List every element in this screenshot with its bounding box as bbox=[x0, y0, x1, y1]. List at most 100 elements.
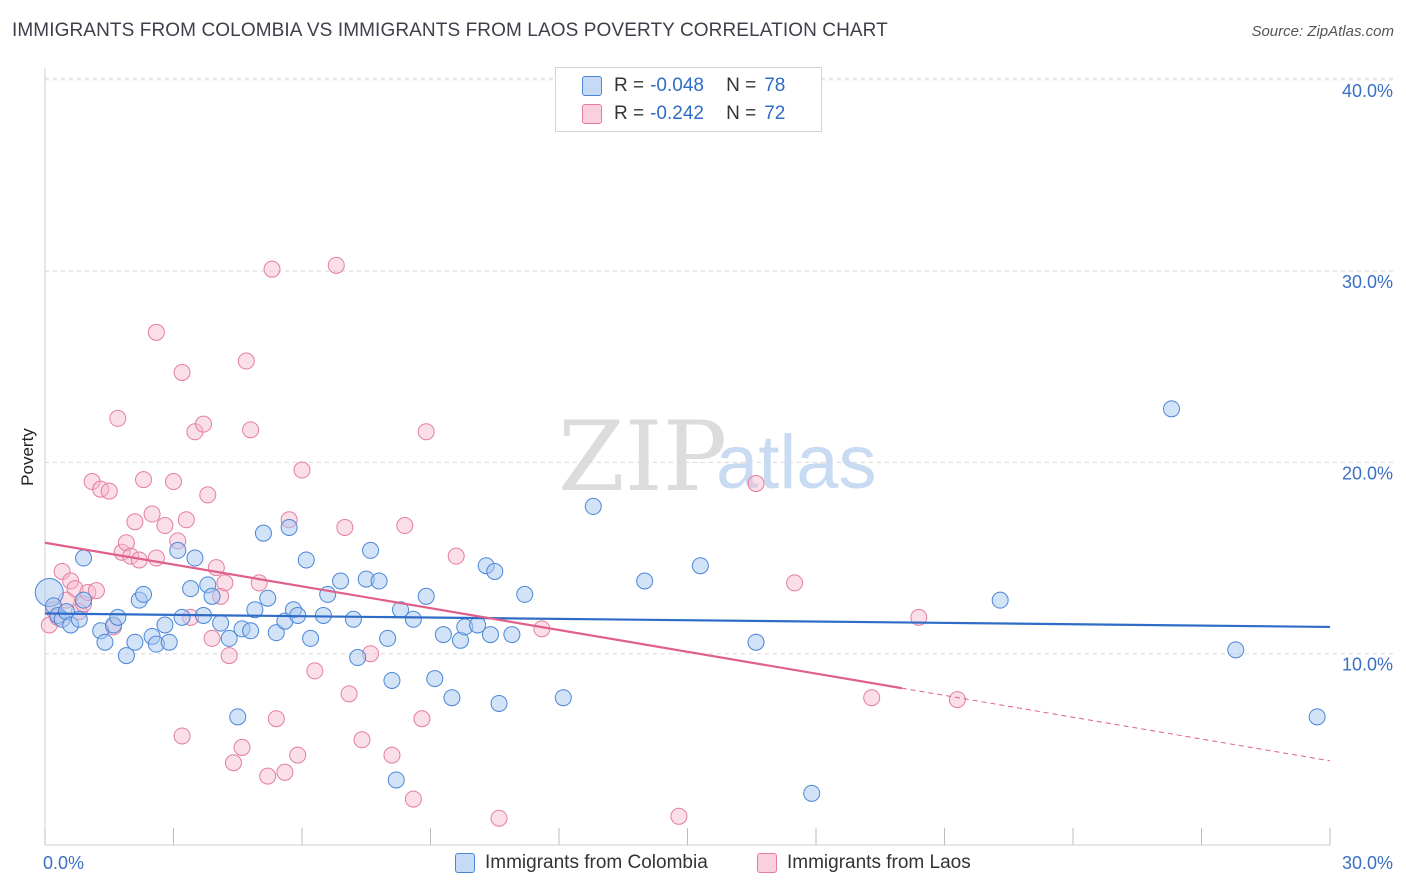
laos-point bbox=[199, 486, 217, 504]
colombia-point bbox=[1163, 400, 1181, 418]
colombia-point bbox=[636, 572, 654, 590]
laos-point bbox=[173, 727, 191, 745]
colombia-point bbox=[156, 616, 174, 634]
colombia-point bbox=[481, 626, 499, 644]
legend-row-laos: R = -0.242 N = 72 bbox=[582, 100, 785, 128]
laos-n-value: 72 bbox=[764, 103, 786, 124]
laos-point bbox=[242, 421, 260, 439]
colombia-point bbox=[220, 629, 238, 647]
colombia-point bbox=[302, 629, 320, 647]
colombia-point bbox=[203, 587, 221, 605]
laos-point bbox=[948, 691, 966, 709]
x-tick-label: 30.0% bbox=[1342, 853, 1393, 873]
colombia-point bbox=[486, 562, 504, 580]
colombia-point bbox=[182, 580, 200, 598]
laos-swatch bbox=[757, 853, 777, 873]
colombia-point bbox=[75, 591, 93, 609]
colombia-point bbox=[404, 610, 422, 628]
laos-point bbox=[203, 629, 221, 647]
laos-point bbox=[910, 608, 928, 626]
laos-point bbox=[177, 511, 195, 529]
colombia-point bbox=[991, 591, 1009, 609]
r-label: R = bbox=[614, 103, 645, 124]
axes bbox=[44, 68, 1331, 846]
colombia-point bbox=[344, 610, 362, 628]
legend-item-laos[interactable]: Immigrants from Laos bbox=[757, 852, 971, 874]
colombia-point bbox=[370, 572, 388, 590]
colombia-point bbox=[803, 784, 821, 802]
colombia-point bbox=[691, 557, 709, 575]
laos-point bbox=[87, 582, 105, 600]
laos-point bbox=[747, 474, 765, 492]
source-label: Source: ZipAtlas.com bbox=[1251, 23, 1394, 40]
colombia-point bbox=[387, 771, 405, 789]
colombia-trend-line bbox=[44, 612, 1331, 629]
r-label: R = bbox=[614, 75, 645, 96]
laos-point bbox=[293, 461, 311, 479]
laos-point bbox=[109, 409, 127, 427]
colombia-point bbox=[126, 633, 144, 651]
colombia-point bbox=[747, 633, 765, 651]
laos-points bbox=[40, 256, 966, 827]
colombia-swatch bbox=[455, 853, 475, 873]
laos-point bbox=[417, 423, 435, 441]
trend-lines bbox=[44, 541, 1331, 762]
legend-item-colombia[interactable]: Immigrants from Colombia bbox=[455, 852, 708, 874]
colombia-point bbox=[173, 608, 191, 626]
laos-point bbox=[327, 256, 345, 274]
colombia-point bbox=[75, 549, 93, 567]
laos-point bbox=[143, 505, 161, 523]
colombia-point bbox=[186, 549, 204, 567]
laos-point bbox=[670, 807, 688, 825]
colombia-point bbox=[379, 629, 397, 647]
laos-point bbox=[62, 572, 80, 590]
laos-point bbox=[66, 580, 84, 598]
laos-r-value: -0.242 bbox=[650, 103, 704, 124]
colombia-point bbox=[169, 541, 187, 559]
colombia-r-value: -0.048 bbox=[650, 75, 704, 96]
series-legend: Immigrants from Colombia Immigrants from… bbox=[0, 852, 1406, 878]
colombia-point bbox=[160, 633, 178, 651]
laos-point bbox=[165, 473, 182, 491]
laos-point bbox=[194, 415, 212, 433]
laos-point bbox=[289, 746, 307, 764]
laos-point bbox=[53, 562, 71, 580]
y-tick-label: 40.0% bbox=[1342, 81, 1393, 101]
y-tick-labels: 10.0% 20.0% 30.0% 40.0% bbox=[1342, 81, 1393, 675]
colombia-point bbox=[503, 626, 521, 644]
watermark-zip: ZIP bbox=[558, 401, 727, 513]
watermark-atlas: atlas bbox=[716, 420, 877, 505]
legend-label-laos: Immigrants from Laos bbox=[787, 852, 971, 873]
colombia-swatch bbox=[582, 76, 602, 96]
colombia-point bbox=[246, 601, 264, 619]
colombia-point bbox=[584, 497, 602, 515]
colombia-point bbox=[443, 689, 461, 707]
y-tick-label: 10.0% bbox=[1342, 655, 1393, 675]
colombia-point bbox=[554, 689, 572, 707]
colombia-point bbox=[332, 572, 350, 590]
laos-point bbox=[259, 767, 277, 785]
y-tick-label: 20.0% bbox=[1342, 463, 1393, 483]
colombia-point bbox=[349, 649, 367, 667]
colombia-point bbox=[417, 587, 435, 605]
laos-point bbox=[863, 689, 881, 707]
laos-point bbox=[306, 662, 324, 680]
colombia-point bbox=[267, 624, 285, 642]
x-tick-label: 0.0% bbox=[43, 853, 84, 873]
colombia-point bbox=[96, 633, 114, 651]
colombia-point bbox=[254, 524, 272, 542]
colombia-point bbox=[1227, 641, 1245, 659]
laos-point bbox=[267, 710, 285, 728]
laos-point bbox=[490, 809, 508, 827]
colombia-point bbox=[229, 708, 247, 726]
laos-point bbox=[156, 517, 174, 535]
y-axis-label: Poverty bbox=[18, 428, 37, 486]
laos-point bbox=[383, 746, 401, 764]
laos-point bbox=[447, 547, 465, 565]
laos-point bbox=[340, 685, 358, 703]
laos-point bbox=[147, 323, 165, 341]
laos-point bbox=[276, 763, 294, 781]
laos-point bbox=[404, 790, 422, 808]
correlation-legend: R = -0.048 N = 78 R = -0.242 N = 72 bbox=[555, 67, 822, 132]
